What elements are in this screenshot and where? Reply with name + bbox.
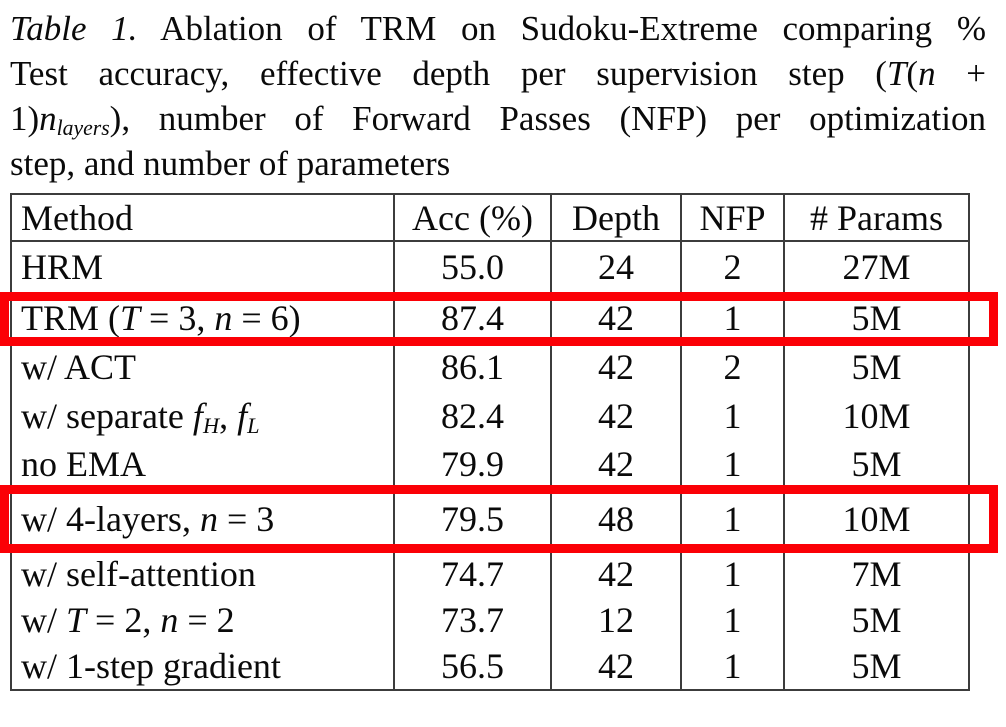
cell-nfp: 1 bbox=[680, 293, 784, 342]
header-method: Method bbox=[21, 197, 133, 238]
cell-params: 5M bbox=[783, 596, 969, 643]
cell-method: no EMA bbox=[21, 443, 146, 484]
cell-depth: 42 bbox=[550, 550, 681, 596]
cell-nfp: 1 bbox=[680, 391, 784, 440]
cell-params: 27M bbox=[783, 241, 969, 293]
cell-depth: 42 bbox=[550, 391, 681, 440]
cell-acc: 79.9 bbox=[393, 440, 551, 488]
cell-method: HRM bbox=[21, 247, 104, 287]
cell-nfp: 1 bbox=[680, 440, 784, 488]
table-row: w/ 1-step gradient 56.5 42 1 5M bbox=[11, 643, 969, 690]
cell-nfp: 1 bbox=[680, 550, 784, 596]
cell-acc: 73.7 bbox=[393, 596, 551, 643]
table-caption: Table 1. Ablation of TRM on Sudoku-Extre… bbox=[10, 6, 986, 186]
caption-line: Table 1. Ablation of TRM on Sudoku-Extre… bbox=[10, 9, 987, 48]
cell-acc: 86.1 bbox=[393, 342, 551, 391]
table-row: w/ separate fH, fL 82.4 42 1 10M bbox=[11, 391, 969, 440]
header-depth: Depth bbox=[550, 194, 681, 241]
cell-depth: 24 bbox=[550, 241, 681, 293]
cell-depth: 42 bbox=[550, 643, 681, 690]
table-row-highlighted: TRM (T = 3, n = 6) 87.4 42 1 5M bbox=[11, 293, 969, 342]
cell-acc: 56.5 bbox=[393, 643, 551, 690]
cell-nfp: 1 bbox=[680, 643, 784, 690]
cell-method: w/ ACT bbox=[21, 347, 137, 387]
cell-method: w/ 1-step gradient bbox=[21, 646, 281, 686]
cell-acc: 55.0 bbox=[393, 241, 551, 293]
table-row: w/ self-attention 74.7 42 1 7M bbox=[11, 550, 969, 596]
cell-acc: 82.4 bbox=[393, 391, 551, 440]
cell-params: 5M bbox=[783, 440, 969, 488]
cell-params: 5M bbox=[783, 293, 969, 342]
caption-line: step, and number of parameters bbox=[10, 144, 451, 183]
caption-line: Test accuracy, effective depth per super… bbox=[10, 54, 986, 93]
cell-acc: 87.4 bbox=[393, 293, 551, 342]
cell-method: TRM (T = 3, n = 6) bbox=[21, 297, 301, 338]
table-row: no EMA 79.9 42 1 5M bbox=[11, 440, 969, 488]
ablation-table: Method Acc (%) Depth NFP # Params HRM 55.… bbox=[10, 193, 970, 691]
cell-params: 7M bbox=[783, 550, 969, 596]
cell-acc: 79.5 bbox=[393, 488, 551, 550]
cell-params: 5M bbox=[783, 342, 969, 391]
header-acc: Acc (%) bbox=[393, 194, 551, 241]
cell-acc: 74.7 bbox=[393, 550, 551, 596]
cell-params: 10M bbox=[783, 488, 969, 550]
header-nfp: NFP bbox=[680, 194, 784, 241]
table-row: w/ ACT 86.1 42 2 5M bbox=[11, 342, 969, 391]
table-body: HRM 55.0 24 2 27M TRM (T = 3, n = 6) 87.4 42 1 5M… bbox=[11, 241, 969, 690]
cell-nfp: 2 bbox=[680, 241, 784, 293]
cell-nfp: 1 bbox=[680, 488, 784, 550]
cell-params: 10M bbox=[783, 391, 969, 440]
table-header-row: Method Acc (%) Depth NFP # Params bbox=[11, 194, 969, 241]
cell-method: w/ T = 2, n = 2 bbox=[21, 599, 235, 640]
cell-params: 5M bbox=[783, 643, 969, 690]
header-params: # Params bbox=[783, 194, 969, 241]
cell-depth: 42 bbox=[550, 342, 681, 391]
cell-depth: 48 bbox=[550, 488, 681, 550]
caption-line: 1)nlayers), number of Forward Passes (NF… bbox=[10, 99, 986, 140]
cell-nfp: 2 bbox=[680, 342, 784, 391]
table-row: w/ T = 2, n = 2 73.7 12 1 5M bbox=[11, 596, 969, 643]
cell-method: w/ 4-layers, n = 3 bbox=[21, 499, 275, 539]
cell-method: w/ separate fH, fL bbox=[21, 395, 260, 438]
cell-method: w/ self-attention bbox=[21, 553, 256, 594]
cell-depth: 42 bbox=[550, 293, 681, 342]
table-row: HRM 55.0 24 2 27M bbox=[11, 241, 969, 293]
table-row-highlighted: w/ 4-layers, n = 3 79.5 48 1 10M bbox=[11, 488, 969, 550]
cell-depth: 12 bbox=[550, 596, 681, 643]
cell-depth: 42 bbox=[550, 440, 681, 488]
cell-nfp: 1 bbox=[680, 596, 784, 643]
